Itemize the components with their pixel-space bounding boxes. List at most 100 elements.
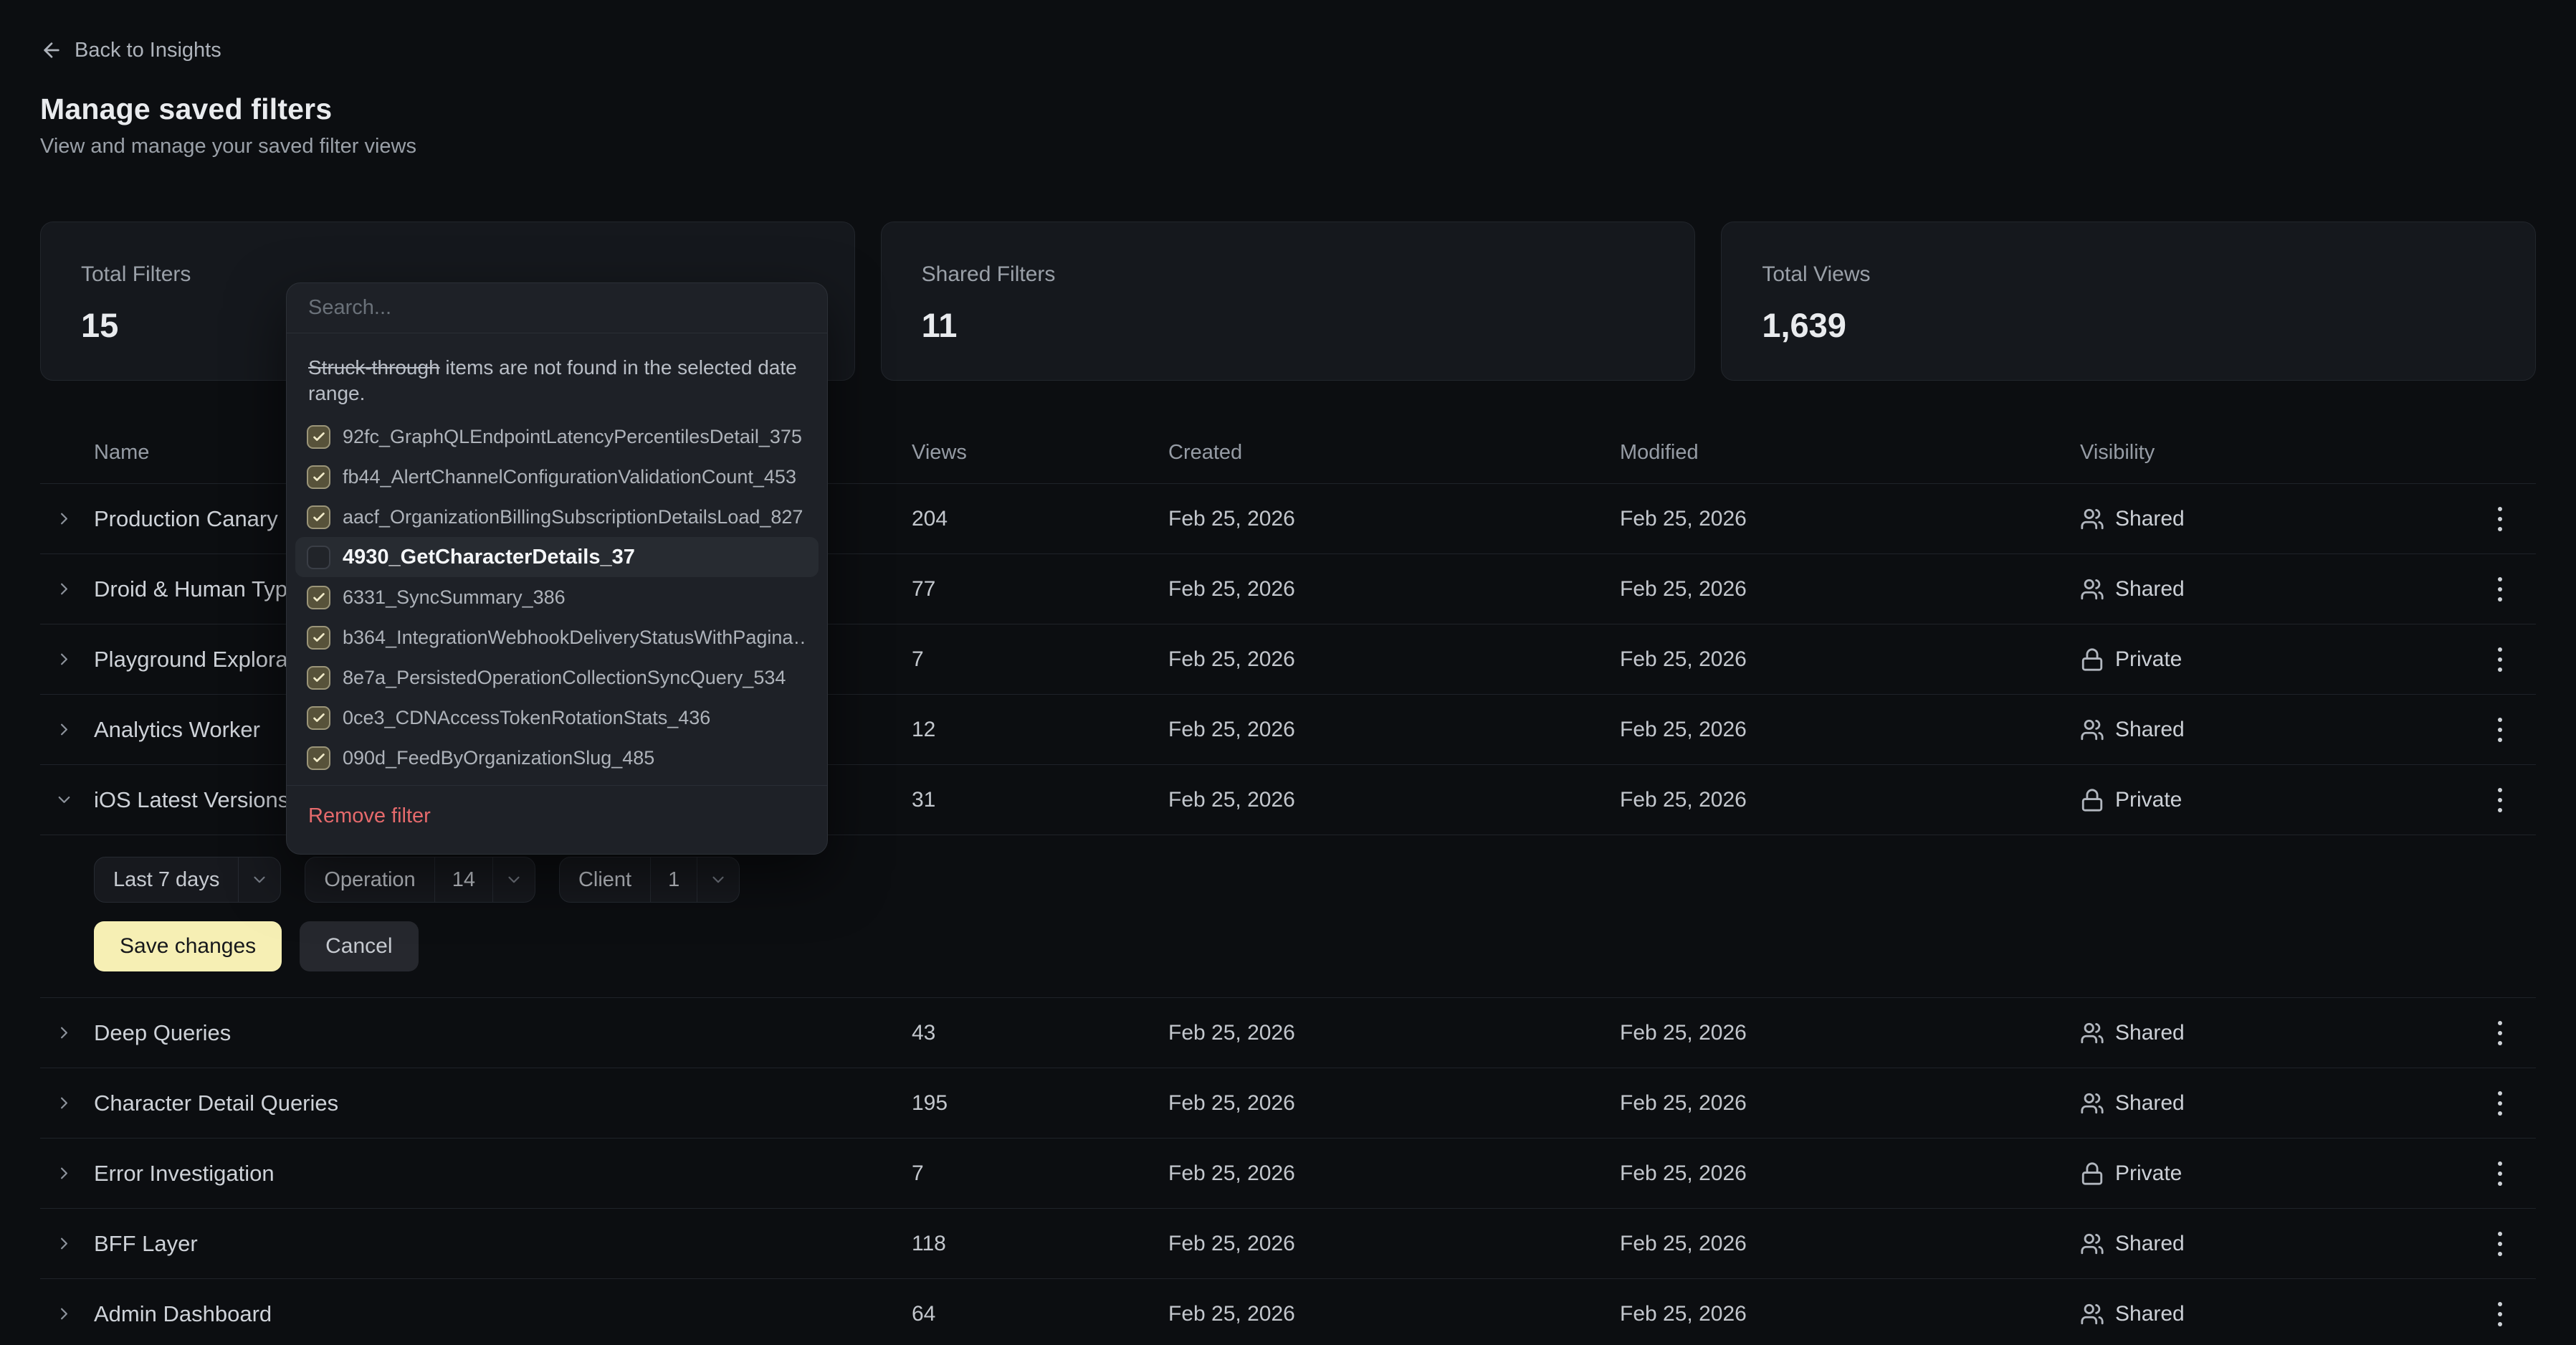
visibility-label: Shared bbox=[2115, 1090, 2185, 1115]
filter-name: iOS Latest Versions bbox=[94, 786, 290, 812]
table-row[interactable]: Deep Queries 43 Feb 25, 2026 Feb 25, 202… bbox=[40, 998, 2536, 1068]
search-input[interactable] bbox=[287, 283, 827, 333]
table-header: Name Views Created Modified Visibility bbox=[40, 422, 2536, 484]
table-row[interactable]: Character Detail Queries 195 Feb 25, 202… bbox=[40, 1068, 2536, 1139]
cancel-button[interactable]: Cancel bbox=[300, 921, 419, 971]
chip-value: 14 bbox=[452, 868, 475, 891]
row-menu-button[interactable] bbox=[2479, 1139, 2522, 1208]
filter-item-option[interactable]: b364_IntegrationWebhookDeliveryStatusWit… bbox=[295, 617, 819, 657]
row-menu-button[interactable] bbox=[2479, 554, 2522, 624]
checkbox[interactable] bbox=[307, 545, 330, 569]
remove-filter-button[interactable]: Remove filter bbox=[308, 804, 431, 827]
modified-date: Feb 25, 2026 bbox=[1620, 787, 1747, 812]
row-menu-button[interactable] bbox=[2479, 624, 2522, 694]
table-row[interactable]: Production Canary 204 Feb 25, 2026 Feb 2… bbox=[40, 484, 2536, 554]
filter-item-option[interactable]: aacf_OrganizationBillingSubscriptionDeta… bbox=[295, 497, 819, 537]
checkbox[interactable] bbox=[307, 424, 330, 449]
checkbox[interactable] bbox=[307, 665, 330, 690]
expand-button[interactable] bbox=[54, 1234, 94, 1253]
checkbox[interactable] bbox=[307, 625, 330, 650]
chip-dropdown-button[interactable] bbox=[492, 857, 535, 902]
chevron-right-icon bbox=[61, 1097, 67, 1109]
visibility-label: Shared bbox=[2115, 576, 2185, 601]
row-menu-button[interactable] bbox=[2479, 695, 2522, 764]
chevron-right-icon bbox=[61, 583, 67, 595]
row-menu-button[interactable] bbox=[2479, 1279, 2522, 1345]
filter-name: Character Detail Queries bbox=[94, 1090, 339, 1116]
filter-item-label: 4930_GetCharacterDetails_37 bbox=[343, 545, 635, 569]
row-menu-button[interactable] bbox=[2479, 765, 2522, 835]
expand-button[interactable] bbox=[54, 1093, 94, 1113]
visibility-label: Shared bbox=[2115, 1301, 2185, 1326]
table-rows-top: Production Canary 204 Feb 25, 2026 Feb 2… bbox=[40, 484, 2536, 835]
users-icon bbox=[2081, 719, 2104, 740]
modified-date: Feb 25, 2026 bbox=[1620, 1161, 1747, 1185]
users-icon bbox=[2081, 1022, 2104, 1043]
table-row[interactable]: iOS Latest Versions 31 Feb 25, 2026 Feb … bbox=[40, 765, 2536, 835]
chevron-down-icon bbox=[254, 876, 265, 883]
chip-label: Last 7 days bbox=[113, 868, 220, 891]
filter-item-option[interactable]: 4930_GetCharacterDetails_37 bbox=[295, 537, 819, 577]
table-row[interactable]: Admin Dashboard 64 Feb 25, 2026 Feb 25, … bbox=[40, 1279, 2536, 1345]
expand-button[interactable] bbox=[54, 790, 94, 809]
expand-button[interactable] bbox=[54, 509, 94, 528]
popover-note: Struck-through items are not found in th… bbox=[287, 333, 827, 407]
checkbox[interactable] bbox=[307, 585, 330, 609]
filter-item-option[interactable]: 090d_FeedByOrganizationSlug_485 bbox=[295, 738, 819, 778]
stat-value: 1,639 bbox=[1762, 306, 1846, 344]
row-menu-button[interactable] bbox=[2479, 998, 2522, 1068]
modified-date: Feb 25, 2026 bbox=[1620, 1090, 1747, 1115]
filter-chip[interactable]: Last 7 days bbox=[94, 857, 282, 903]
expand-button[interactable] bbox=[54, 1023, 94, 1042]
filter-chip[interactable]: Operation 14 bbox=[305, 857, 535, 903]
visibility-label: Shared bbox=[2115, 1020, 2185, 1045]
created-date: Feb 25, 2026 bbox=[1168, 1090, 1295, 1115]
expand-button[interactable] bbox=[54, 720, 94, 739]
filter-chip[interactable]: Client 1 bbox=[558, 857, 740, 903]
table-row[interactable]: Analytics Worker 12 Feb 25, 2026 Feb 25,… bbox=[40, 695, 2536, 765]
table-row[interactable]: BFF Layer 118 Feb 25, 2026 Feb 25, 2026 … bbox=[40, 1209, 2536, 1279]
chevron-right-icon bbox=[61, 513, 67, 525]
expand-button[interactable] bbox=[54, 579, 94, 599]
checkbox[interactable] bbox=[307, 705, 330, 730]
chevron-right-icon bbox=[61, 1308, 67, 1320]
users-icon bbox=[2081, 1233, 2104, 1254]
column-name: Name bbox=[94, 440, 150, 464]
chevron-right-icon bbox=[61, 1167, 67, 1179]
visibility-badge: Private bbox=[2080, 647, 2479, 672]
table-row[interactable]: Droid & Human Type 77 Feb 25, 2026 Feb 2… bbox=[40, 554, 2536, 624]
filter-name: Error Investigation bbox=[94, 1160, 275, 1186]
created-date: Feb 25, 2026 bbox=[1168, 506, 1295, 531]
popover-divider bbox=[287, 785, 827, 786]
check-icon bbox=[313, 754, 325, 762]
filter-item-option[interactable]: fb44_AlertChannelConfigurationValidation… bbox=[295, 457, 819, 497]
expand-button[interactable] bbox=[54, 1304, 94, 1323]
check-icon bbox=[313, 673, 325, 682]
filter-item-option[interactable]: 8e7a_PersistedOperationCollectionSyncQue… bbox=[295, 657, 819, 698]
checkbox[interactable] bbox=[307, 746, 330, 770]
row-menu-button[interactable] bbox=[2479, 1209, 2522, 1278]
table-row[interactable]: Playground Explorat 7 Feb 25, 2026 Feb 2… bbox=[40, 624, 2536, 695]
expand-button[interactable] bbox=[54, 1164, 94, 1183]
row-menu-button[interactable] bbox=[2479, 1068, 2522, 1138]
filter-item-option[interactable]: 0ce3_CDNAccessTokenRotationStats_436 bbox=[295, 698, 819, 738]
row-menu-button[interactable] bbox=[2479, 484, 2522, 553]
visibility-label: Private bbox=[2115, 1161, 2183, 1185]
table-rows-bottom: Deep Queries 43 Feb 25, 2026 Feb 25, 202… bbox=[40, 998, 2536, 1345]
checkbox[interactable] bbox=[307, 505, 330, 529]
chip-dropdown-button[interactable] bbox=[238, 857, 280, 902]
chip-label: Client bbox=[578, 868, 632, 891]
chip-dropdown-button[interactable] bbox=[697, 857, 739, 902]
stat-label: Total Views bbox=[1762, 262, 1871, 286]
filter-item-option[interactable]: 6331_SyncSummary_386 bbox=[295, 577, 819, 617]
expand-button[interactable] bbox=[54, 650, 94, 669]
back-link[interactable]: Back to Insights bbox=[40, 36, 221, 65]
save-changes-button[interactable]: Save changes bbox=[94, 921, 282, 971]
filter-name: Playground Explorat bbox=[94, 646, 295, 672]
stat-card: Shared Filters 11 bbox=[880, 222, 1696, 381]
table-row[interactable]: Error Investigation 7 Feb 25, 2026 Feb 2… bbox=[40, 1139, 2536, 1209]
modified-date: Feb 25, 2026 bbox=[1620, 1231, 1747, 1255]
filter-item-option[interactable]: 92fc_GraphQLEndpointLatencyPercentilesDe… bbox=[295, 417, 819, 457]
checkbox[interactable] bbox=[307, 465, 330, 489]
